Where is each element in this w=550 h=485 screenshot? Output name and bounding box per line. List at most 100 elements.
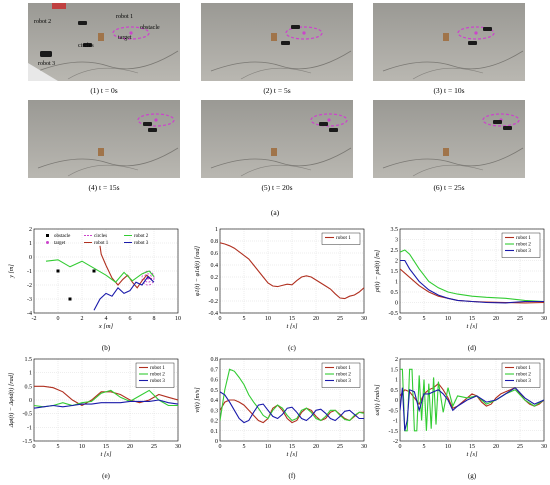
- y-tick-label: -0.5: [389, 408, 399, 414]
- y-tick-label: -2: [27, 283, 32, 289]
- photo-caption: (5) t = 20s: [261, 183, 293, 192]
- x-tick-label: 25: [151, 444, 157, 450]
- legend-label: robot 3: [516, 378, 531, 384]
- y-tick-label: -0.4: [209, 311, 219, 317]
- x-tick-label: 5: [57, 444, 60, 450]
- plot-frame: [399, 228, 545, 314]
- panel-a-caption: (a): [270, 208, 280, 217]
- series-line-robot-3: [34, 399, 178, 409]
- x-tick-label: 20: [313, 316, 319, 322]
- x-axis-label: x [m]: [98, 323, 114, 330]
- legend-marker: [46, 241, 49, 244]
- y-tick-label: -1: [27, 425, 32, 431]
- chart-d: 0 5 10 15 20 25 30-0.500.511.522.533.5t [s]ρi(…: [374, 227, 547, 352]
- y-tick-label: 0.1: [211, 429, 219, 435]
- x-tick-label: 5: [243, 444, 246, 450]
- y-tick-label: 3.5: [391, 227, 399, 233]
- legend-label: robot 1: [336, 365, 351, 371]
- y-axis-label: ρi(t) − ρid(t) [m]: [374, 249, 381, 293]
- y-tick-label: 1.5: [391, 367, 399, 373]
- y-axis-label: vi(t) [m/s]: [194, 387, 201, 413]
- x-tick-label: 10: [445, 316, 451, 322]
- experiment-photo: robot 2 robot 1 obstacle circles target robot…: [28, 3, 180, 81]
- x-tick-label: 4: [105, 316, 108, 322]
- photo-label-robot1: robot 1: [116, 14, 133, 20]
- x-tick-label: 15: [469, 444, 475, 450]
- legend-label: robot 1: [150, 365, 165, 371]
- legend-marker: [46, 234, 49, 237]
- y-tick-label: -1.5: [23, 439, 33, 445]
- y-tick-label: 2: [395, 357, 398, 363]
- y-tick-label: -0.5: [389, 311, 399, 317]
- y-tick-label: 0.8: [211, 357, 219, 363]
- y-tick-label: 0: [395, 301, 398, 307]
- x-tick-label: 15: [469, 316, 475, 322]
- y-tick-label: -3: [27, 297, 32, 303]
- legend-label: robot 1: [516, 365, 531, 371]
- y-tick-label: 2: [395, 259, 398, 265]
- chart-caption: (f): [289, 472, 297, 480]
- x-tick-label: 0: [33, 444, 36, 450]
- y-tick-label: 0.6: [211, 251, 219, 257]
- x-tick-label: 30: [361, 316, 367, 322]
- x-tick-label: 0: [399, 444, 402, 450]
- x-axis-label: t [s]: [466, 451, 477, 458]
- x-tick-label: 5: [423, 444, 426, 450]
- series-line-robot-3: [93, 275, 155, 311]
- x-tick-label: 20: [493, 316, 499, 322]
- photo-caption: (2) t = 5s: [263, 86, 291, 95]
- y-tick-label: 2.5: [391, 248, 399, 254]
- y-tick-label: 0.4: [211, 398, 219, 404]
- x-tick-label: -2: [32, 316, 37, 322]
- y-tick-label: 0.2: [211, 419, 219, 425]
- y-axis-label: Δφi(t) − Δφid(t) [rad]: [8, 372, 15, 428]
- x-tick-label: 30: [361, 444, 367, 450]
- legend: robot 1: [321, 232, 361, 245]
- y-tick-label: 0: [395, 398, 398, 404]
- y-tick-label: -1: [27, 269, 32, 275]
- y-tick-label: -4: [27, 311, 32, 317]
- x-tick-label: 20: [313, 444, 319, 450]
- chart-e: 0 5 10 15 20 25 30 -1.5 -1 -0.5 0 0.5 1 1.5 t [s] Δφi(t…: [8, 357, 181, 480]
- legend-label: robot 3: [134, 241, 149, 246]
- series-line-robot-3: [220, 391, 364, 424]
- photo-caption: (3) t = 10s: [433, 86, 465, 95]
- legend-label: circles: [94, 234, 107, 239]
- obstacle-marker: [56, 269, 60, 273]
- y-axis-label: y [m]: [8, 264, 15, 279]
- x-tick-label: 15: [289, 444, 295, 450]
- legend-label: robot 1: [336, 235, 351, 241]
- y-tick-label: 1: [395, 378, 398, 384]
- x-tick-label: 15: [103, 444, 109, 450]
- x-tick-label: 20: [493, 444, 499, 450]
- y-tick-label: 0.3: [211, 408, 219, 414]
- y-tick-label: -0.2: [209, 299, 219, 305]
- x-tick-label: 0: [219, 444, 222, 450]
- legend-label: robot 3: [336, 378, 351, 384]
- x-tick-label: 10: [175, 316, 181, 322]
- x-tick-label: 25: [517, 316, 523, 322]
- x-tick-label: 0: [219, 316, 222, 322]
- photo-label-circles: circles: [78, 43, 94, 49]
- experiment-photo: [373, 100, 525, 178]
- chart-caption: (b): [102, 344, 111, 352]
- chart-caption: (g): [468, 472, 477, 480]
- series-line-robot-2: [45, 259, 155, 283]
- x-axis-label: t [s]: [286, 451, 297, 458]
- x-tick-label: 0: [399, 316, 402, 322]
- chart-g: 0 5 10 15 20 25 30 -2 -1.5 -1 -0.5 0 0.5 1 1.5 2 t [s] ωi…: [374, 357, 547, 480]
- x-axis-label: t [s]: [286, 323, 297, 330]
- chart-c: 0 5 10 15 20 25 30 -0.4 -0.2 0 0.2 0.4 0.6 0.8 1 t [s] φ…: [194, 227, 367, 352]
- chart-caption: (e): [102, 472, 110, 480]
- y-tick-label: 0.5: [391, 388, 399, 394]
- y-tick-label: -1.5: [389, 429, 399, 435]
- photo-caption: (4) t = 15s: [88, 183, 120, 192]
- photo-label-target: target: [118, 35, 132, 41]
- experiment-photo: [373, 3, 525, 81]
- chart-caption: (d): [468, 344, 477, 352]
- x-tick-label: 30: [541, 444, 547, 450]
- y-tick-label: 0.6: [211, 378, 219, 384]
